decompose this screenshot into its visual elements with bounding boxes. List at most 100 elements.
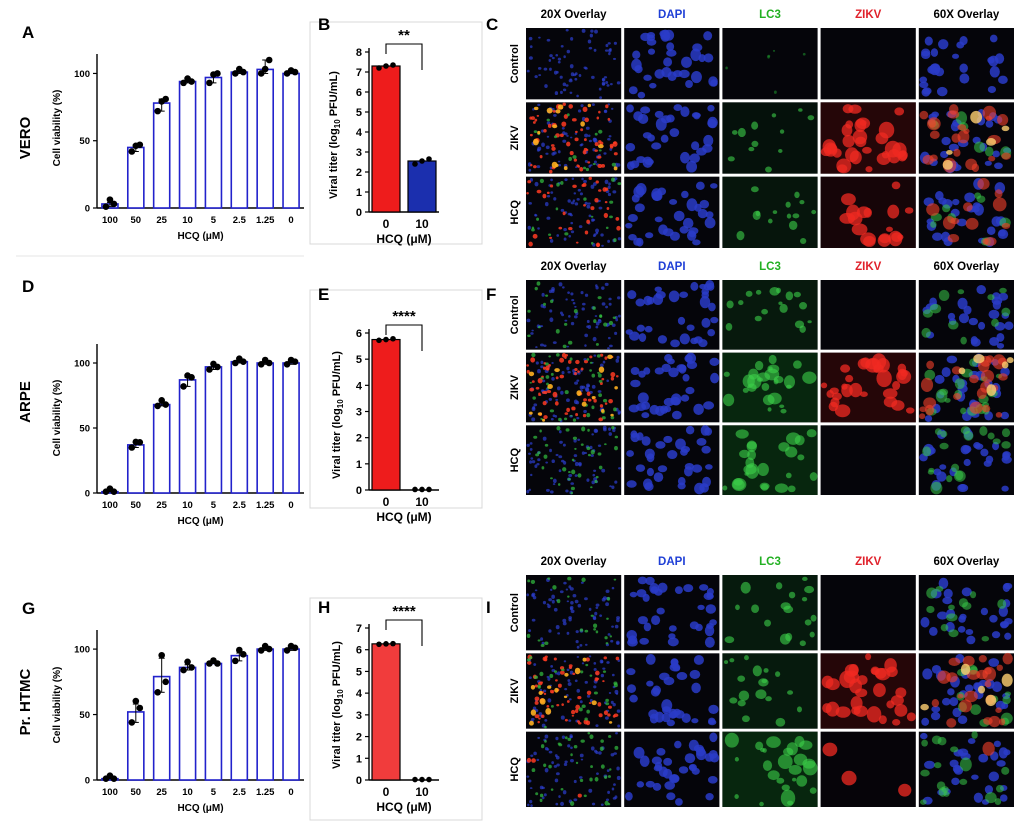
cell-signal (586, 319, 590, 324)
cell-signal (643, 367, 651, 375)
cell-signal (543, 793, 547, 797)
cell-signal (929, 626, 938, 636)
cell-signal (618, 314, 621, 318)
cell-signal (601, 77, 605, 82)
cell-signal (572, 418, 577, 422)
cell-signal (606, 207, 610, 211)
cell-signal (773, 378, 779, 385)
cell-signal (566, 141, 571, 147)
cell-signal (583, 360, 589, 364)
cell-signal (558, 226, 563, 230)
data-point (283, 361, 291, 368)
cell-signal (563, 228, 567, 232)
cell-signal (570, 230, 575, 234)
cell-signal (959, 778, 968, 786)
cell-signal (537, 103, 541, 107)
cell-signal (919, 81, 929, 89)
cell-signal (596, 116, 600, 120)
cell-signal (635, 464, 646, 472)
cell-signal (655, 441, 666, 449)
cell-signal (577, 370, 580, 373)
cell-signal (546, 216, 551, 220)
cell-signal (854, 118, 867, 133)
cell-signal (615, 656, 620, 661)
cell-signal (607, 354, 613, 360)
cell-signal (608, 320, 614, 326)
cell-signal (569, 801, 575, 807)
lc3-haze (722, 102, 818, 174)
cell-signal (851, 223, 868, 236)
significance-bracket (385, 619, 423, 646)
cell-signal (904, 207, 914, 214)
cell-signal (829, 387, 839, 395)
cell-signal (785, 201, 791, 208)
cell-signal (561, 126, 565, 130)
cell-signal (926, 117, 941, 131)
cell-signal (723, 660, 729, 664)
cell-signal (568, 79, 573, 83)
data-point (419, 158, 425, 164)
x-tick-label: 25 (156, 215, 167, 226)
cell-signal (595, 606, 599, 609)
data-point (154, 402, 161, 410)
y-axis-title-part: PFU/mL) (328, 71, 340, 120)
cell-signal (656, 607, 665, 615)
cell-signal (841, 124, 853, 137)
cell-signal (806, 429, 817, 438)
cell-signal (685, 386, 695, 395)
cell-signal (605, 698, 609, 702)
cell-signal (841, 383, 848, 390)
cell-signal (980, 369, 995, 383)
cell-signal (595, 677, 600, 681)
cell-signal (551, 459, 555, 464)
cell-signal (691, 112, 701, 119)
data-point (232, 70, 239, 77)
cell-signal (569, 758, 574, 763)
cell-signal (924, 369, 936, 381)
cell-signal (539, 785, 544, 790)
data-point (383, 641, 389, 647)
x-tick-label: 10 (182, 500, 193, 511)
y-axis-title-subscript: 10 (336, 689, 345, 698)
cell-signal (994, 798, 1002, 805)
cell-signal (941, 136, 951, 146)
cell-signal (863, 207, 873, 218)
cell-signal (802, 371, 817, 384)
data-point (376, 641, 382, 648)
y-tick-label: 0 (85, 489, 90, 500)
cell-signal (611, 162, 617, 167)
data-point (210, 71, 217, 78)
cell-signal (565, 28, 569, 32)
data-point (154, 688, 161, 696)
cell-signal (615, 318, 619, 322)
cell-signal (549, 309, 553, 313)
y-tick-label: 1 (356, 187, 362, 199)
cell-signal (555, 755, 560, 760)
data-point (210, 657, 217, 664)
cell-signal (537, 146, 542, 151)
cell-signal (603, 710, 608, 716)
cell-signal (537, 736, 541, 739)
x-axis-title: HCQ (μM) (376, 510, 431, 524)
cell-signal (544, 740, 547, 743)
cell-signal (584, 643, 588, 646)
cell-signal (653, 765, 663, 772)
micrograph-tile (624, 102, 720, 174)
cell-signal (572, 184, 577, 189)
cell-signal (554, 91, 559, 96)
cell-signal (970, 110, 983, 124)
cell-signal (546, 367, 550, 371)
cell-signal (604, 49, 609, 52)
cell-signal (583, 179, 587, 183)
cell-signal (677, 316, 686, 325)
cell-signal (574, 667, 581, 675)
x-tick-label: 2.5 (233, 215, 247, 226)
cell-signal (537, 458, 541, 462)
cell-signal (569, 357, 573, 361)
cell-signal (575, 639, 579, 644)
cell-signal (587, 732, 591, 735)
cell-signal (661, 34, 670, 41)
cell-signal (561, 668, 565, 672)
cell-signal (941, 231, 951, 243)
cell-signal (603, 322, 608, 327)
